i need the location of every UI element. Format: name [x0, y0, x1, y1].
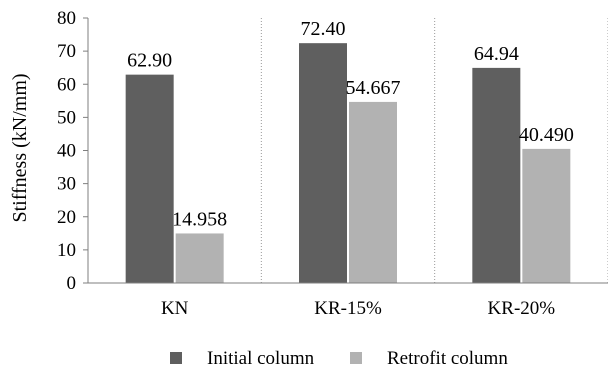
bar-initial: [125, 74, 174, 283]
bars-group: [125, 43, 571, 284]
legend: Initial column Retrofit column: [170, 348, 508, 369]
bar-retrofit: [349, 101, 397, 284]
data-label: 54.667: [346, 77, 401, 99]
y-tick-label: 70: [57, 41, 76, 62]
x-category-label: KN: [161, 298, 189, 319]
bar-initial: [299, 43, 347, 283]
y-tick-label: 60: [57, 74, 76, 95]
data-label: 62.90: [127, 50, 172, 72]
y-tick-label: 40: [57, 141, 76, 162]
legend-swatch: [350, 352, 362, 364]
x-category-label: KR-15%: [314, 298, 382, 319]
legend-swatch: [170, 352, 182, 364]
axes-group: [83, 17, 608, 284]
y-tick-label: 10: [57, 240, 76, 261]
y-tick-label: 80: [57, 8, 76, 29]
data-label: 14.958: [172, 208, 227, 230]
bar-retrofit: [175, 233, 224, 283]
y-axis-title: Stiffness (kN/mm): [9, 73, 31, 222]
bar-initial: [472, 67, 521, 283]
y-tick-label: 30: [57, 174, 76, 195]
y-tick-label: 50: [57, 107, 76, 128]
data-labels-group: 62.90 14.958 72.40 54.667 64.94 40.490: [127, 18, 574, 230]
bar-retrofit: [522, 148, 571, 283]
data-label: 72.40: [301, 18, 346, 40]
legend-label: Initial column: [207, 348, 315, 369]
x-category-label: KR-20%: [488, 298, 556, 319]
y-tick-labels: 0 10 20 30 40 50 60 70 80: [57, 8, 76, 294]
legend-label: Retrofit column: [387, 348, 508, 369]
data-label: 40.490: [519, 124, 574, 146]
data-label: 64.94: [474, 43, 519, 65]
x-category-labels: KN KR-15% KR-20%: [161, 298, 555, 319]
y-tick-label: 20: [57, 207, 76, 228]
y-tick-label: 0: [67, 273, 77, 294]
grid-lines: [260, 18, 608, 283]
